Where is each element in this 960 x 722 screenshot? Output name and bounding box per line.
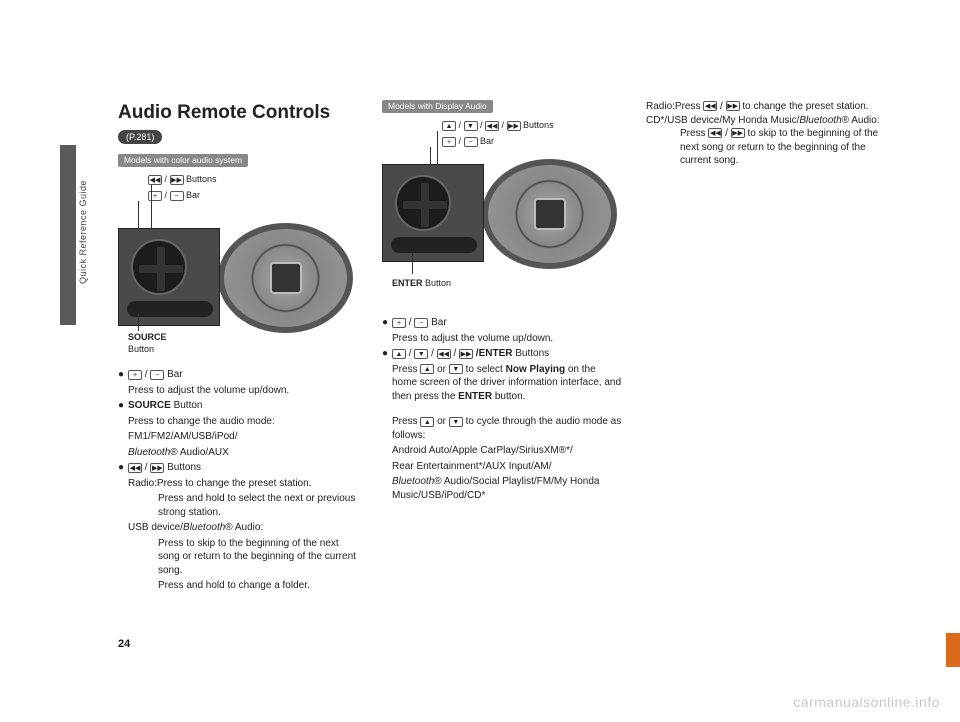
up-icon: ▲: [420, 417, 434, 427]
prev-track-icon: ◀◀: [437, 349, 451, 359]
page-reference-badge: (P.281): [118, 130, 162, 144]
dpad-graphic: [131, 239, 187, 295]
steering-wheel-graphic: [218, 223, 353, 333]
text-bt-aux: Bluetooth® Audio/AUX: [118, 446, 358, 460]
text-radio-preset: Radio: Press to change the preset statio…: [118, 477, 358, 491]
bullet-source: ●SOURCE Button: [118, 399, 358, 413]
model-label-display-audio: Models with Display Audio: [382, 100, 493, 113]
page-title: Audio Remote Controls: [118, 100, 358, 126]
text-mode-list-1: Android Auto/Apple CarPlay/SiriusXM®*/: [382, 444, 622, 458]
text-volume-desc: Press to adjust the volume up/down.: [118, 384, 358, 398]
prev-track-icon: ◀◀: [485, 121, 499, 131]
plus-icon: +: [442, 137, 456, 147]
text-cd-usb-bt: CD*/USB device/My Honda Music/Bluetooth®…: [646, 114, 886, 128]
minus-icon: −: [464, 137, 478, 147]
minus-icon: −: [170, 191, 184, 201]
buttons-callout: ◀◀ / ▶▶ Buttons: [148, 173, 217, 185]
bar-callout: + / − Bar: [148, 189, 200, 201]
minus-icon: −: [150, 370, 164, 380]
prev-track-icon: ◀◀: [708, 128, 722, 138]
steering-controls-diagram-2: ▲ / ▼ / ◀◀ / ▶▶ Buttons + / − Bar ENTER …: [382, 119, 617, 294]
prev-track-icon: ◀◀: [703, 101, 717, 111]
bullet-track-buttons: ● ◀◀ / ▶▶ Buttons: [118, 461, 358, 475]
side-tab: [60, 145, 76, 325]
minus-icon: −: [414, 318, 428, 328]
next-track-icon: ▶▶: [507, 121, 521, 131]
text-mode-list-2: Rear Entertainment*/AUX Input/AM/: [382, 460, 622, 474]
bar-callout-2: + / − Bar: [442, 135, 494, 147]
source-btn-graphic: [127, 301, 213, 317]
down-icon: ▼: [449, 417, 463, 427]
text-volume-desc-2: Press to adjust the volume up/down.: [382, 332, 622, 346]
watermark: carmanualsonline.info: [793, 694, 940, 710]
enter-callout: ENTER Button: [392, 277, 451, 289]
text-skip-next: Press ◀◀ / ▶▶ to skip to the beginning o…: [646, 127, 886, 168]
source-callout: SOURCEButton: [128, 331, 167, 355]
source-btn-graphic: [391, 237, 477, 253]
next-track-icon: ▶▶: [170, 175, 184, 185]
control-pad-graphic: [118, 228, 220, 326]
down-icon: ▼: [414, 349, 428, 359]
buttons-callout-2: ▲ / ▼ / ◀◀ / ▶▶ Buttons: [442, 119, 554, 131]
text-folder: Press and hold to change a folder.: [118, 579, 358, 593]
next-track-icon: ▶▶: [150, 463, 164, 473]
column-1: Audio Remote Controls (P.281) Models wit…: [118, 100, 358, 595]
up-icon: ▲: [420, 364, 434, 374]
next-track-icon: ▶▶: [731, 128, 745, 138]
edge-tab: [946, 633, 960, 667]
text-source-desc: Press to change the audio mode:: [118, 415, 358, 429]
manual-page: Quick Reference Guide Audio Remote Contr…: [60, 90, 900, 650]
column-3: Radio: Press ◀◀ / ▶▶ to change the prese…: [646, 100, 886, 595]
up-icon: ▲: [442, 121, 456, 131]
text-skip-song: Press to skip to the beginning of the ne…: [118, 537, 358, 578]
plus-icon: +: [392, 318, 406, 328]
text-modes: FM1/FM2/AM/USB/iPod/: [118, 430, 358, 444]
down-icon: ▼: [464, 121, 478, 131]
dpad-graphic: [395, 175, 451, 231]
side-section-label: Quick Reference Guide: [78, 180, 90, 284]
prev-track-icon: ◀◀: [148, 175, 162, 185]
text-cycle-mode: Press ▲ or ▼ to cycle through the audio …: [382, 415, 622, 442]
plus-icon: +: [128, 370, 142, 380]
content-columns: Audio Remote Controls (P.281) Models wit…: [118, 100, 886, 595]
up-icon: ▲: [392, 349, 406, 359]
control-pad-graphic: [382, 164, 484, 262]
down-icon: ▼: [449, 364, 463, 374]
prev-track-icon: ◀◀: [128, 463, 142, 473]
column-2: Models with Display Audio ▲ / ▼ / ◀◀ / ▶…: [382, 100, 622, 595]
next-track-icon: ▶▶: [726, 101, 740, 111]
next-track-icon: ▶▶: [459, 349, 473, 359]
bullet-nav-enter: ● ▲ / ▼ / ◀◀ / ▶▶ /ENTER Buttons: [382, 347, 622, 361]
page-number: 24: [118, 638, 130, 650]
model-label-color-audio: Models with color audio system: [118, 154, 248, 167]
steering-controls-diagram-1: ◀◀ / ▶▶ Buttons + / − Bar SOURCEButton: [118, 173, 353, 338]
steering-wheel-graphic: [482, 159, 617, 269]
bullet-volume-bar: ● + / − Bar: [118, 368, 358, 382]
text-mode-list-3: Bluetooth® Audio/Social Playlist/FM/My H…: [382, 475, 622, 502]
bullet-volume-bar-2: ● + / − Bar: [382, 316, 622, 330]
text-radio-change: Radio: Press ◀◀ / ▶▶ to change the prese…: [646, 100, 886, 114]
text-now-playing: Press ▲ or ▼ to select Now Playing on th…: [382, 363, 622, 404]
text-usb-bt: USB device/Bluetooth® Audio:: [118, 521, 358, 535]
text-radio-hold: Press and hold to select the next or pre…: [118, 492, 358, 519]
